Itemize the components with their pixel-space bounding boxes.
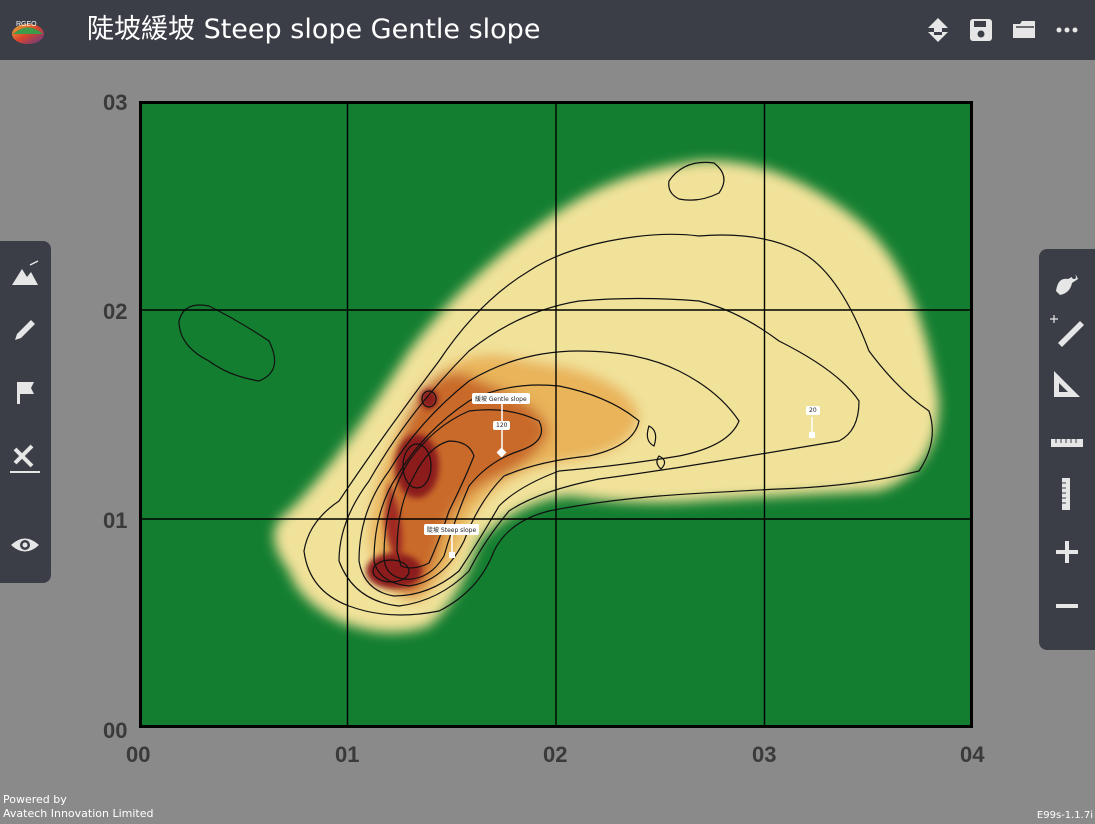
powered-by: Powered by Avatech Innovation Limited xyxy=(3,793,153,821)
logo-text: RGEO xyxy=(16,21,37,28)
x-tick-02: 02 xyxy=(543,742,568,767)
terrain-icon[interactable] xyxy=(6,255,44,293)
eye-hand-icon[interactable] xyxy=(1048,265,1086,303)
more-icon[interactable] xyxy=(1053,16,1081,44)
flag-icon[interactable] xyxy=(6,373,44,411)
x-tick-00: 00 xyxy=(126,742,151,767)
top-bar: RGEO 陡坡緩坡 Steep slope Gentle slope xyxy=(0,0,1095,60)
powered-by-line1: Powered by xyxy=(3,793,67,806)
powered-by-line2: Avatech Innovation Limited xyxy=(3,807,154,820)
x-tick-01: 01 xyxy=(335,742,360,767)
left-toolbar xyxy=(0,241,51,583)
marker-steep-slope-label[interactable]: 陡坡 Steep slope xyxy=(424,524,480,535)
y-tick-01: 01 xyxy=(103,508,128,533)
topographic-map[interactable] xyxy=(139,101,973,728)
marker-gentle-slope-value[interactable]: 120 xyxy=(493,421,511,430)
y-tick-03: 03 xyxy=(103,90,128,115)
download-upload-icon[interactable] xyxy=(924,16,952,44)
zoom-out-icon[interactable] xyxy=(1048,587,1086,625)
set-square-icon[interactable] xyxy=(1048,365,1086,403)
contour-lines xyxy=(178,161,933,616)
app-logo: RGEO xyxy=(12,21,44,44)
ruler-move-icon[interactable] xyxy=(1048,311,1086,349)
marker-20-value[interactable]: 20 xyxy=(806,406,820,415)
right-toolbar xyxy=(1039,249,1095,650)
marker-steep-slope[interactable] xyxy=(449,533,455,558)
y-tick-02: 02 xyxy=(103,299,128,324)
x-tick-03: 03 xyxy=(752,742,777,767)
save-icon[interactable] xyxy=(967,16,995,44)
eye-icon[interactable] xyxy=(6,526,44,564)
x-tick-04: 04 xyxy=(960,742,985,767)
grid-lines xyxy=(139,101,973,728)
measure-cross-icon[interactable] xyxy=(6,437,44,475)
marker-20[interactable] xyxy=(809,417,815,438)
page-title: 陡坡緩坡 Steep slope Gentle slope xyxy=(87,14,541,45)
zoom-in-icon[interactable] xyxy=(1048,533,1086,571)
pencil-icon[interactable] xyxy=(6,311,44,349)
vertical-ruler-icon[interactable] xyxy=(1048,475,1086,513)
version-label: E99s-1.1.7i xyxy=(1036,810,1093,821)
y-tick-00: 00 xyxy=(103,718,128,743)
marker-gentle-slope-label[interactable]: 緩坡 Gentle slope xyxy=(472,393,530,404)
terrain-fill xyxy=(274,160,939,633)
map-frame xyxy=(139,101,973,728)
horizontal-ruler-icon[interactable] xyxy=(1048,425,1086,463)
folder-icon[interactable] xyxy=(1010,16,1038,44)
